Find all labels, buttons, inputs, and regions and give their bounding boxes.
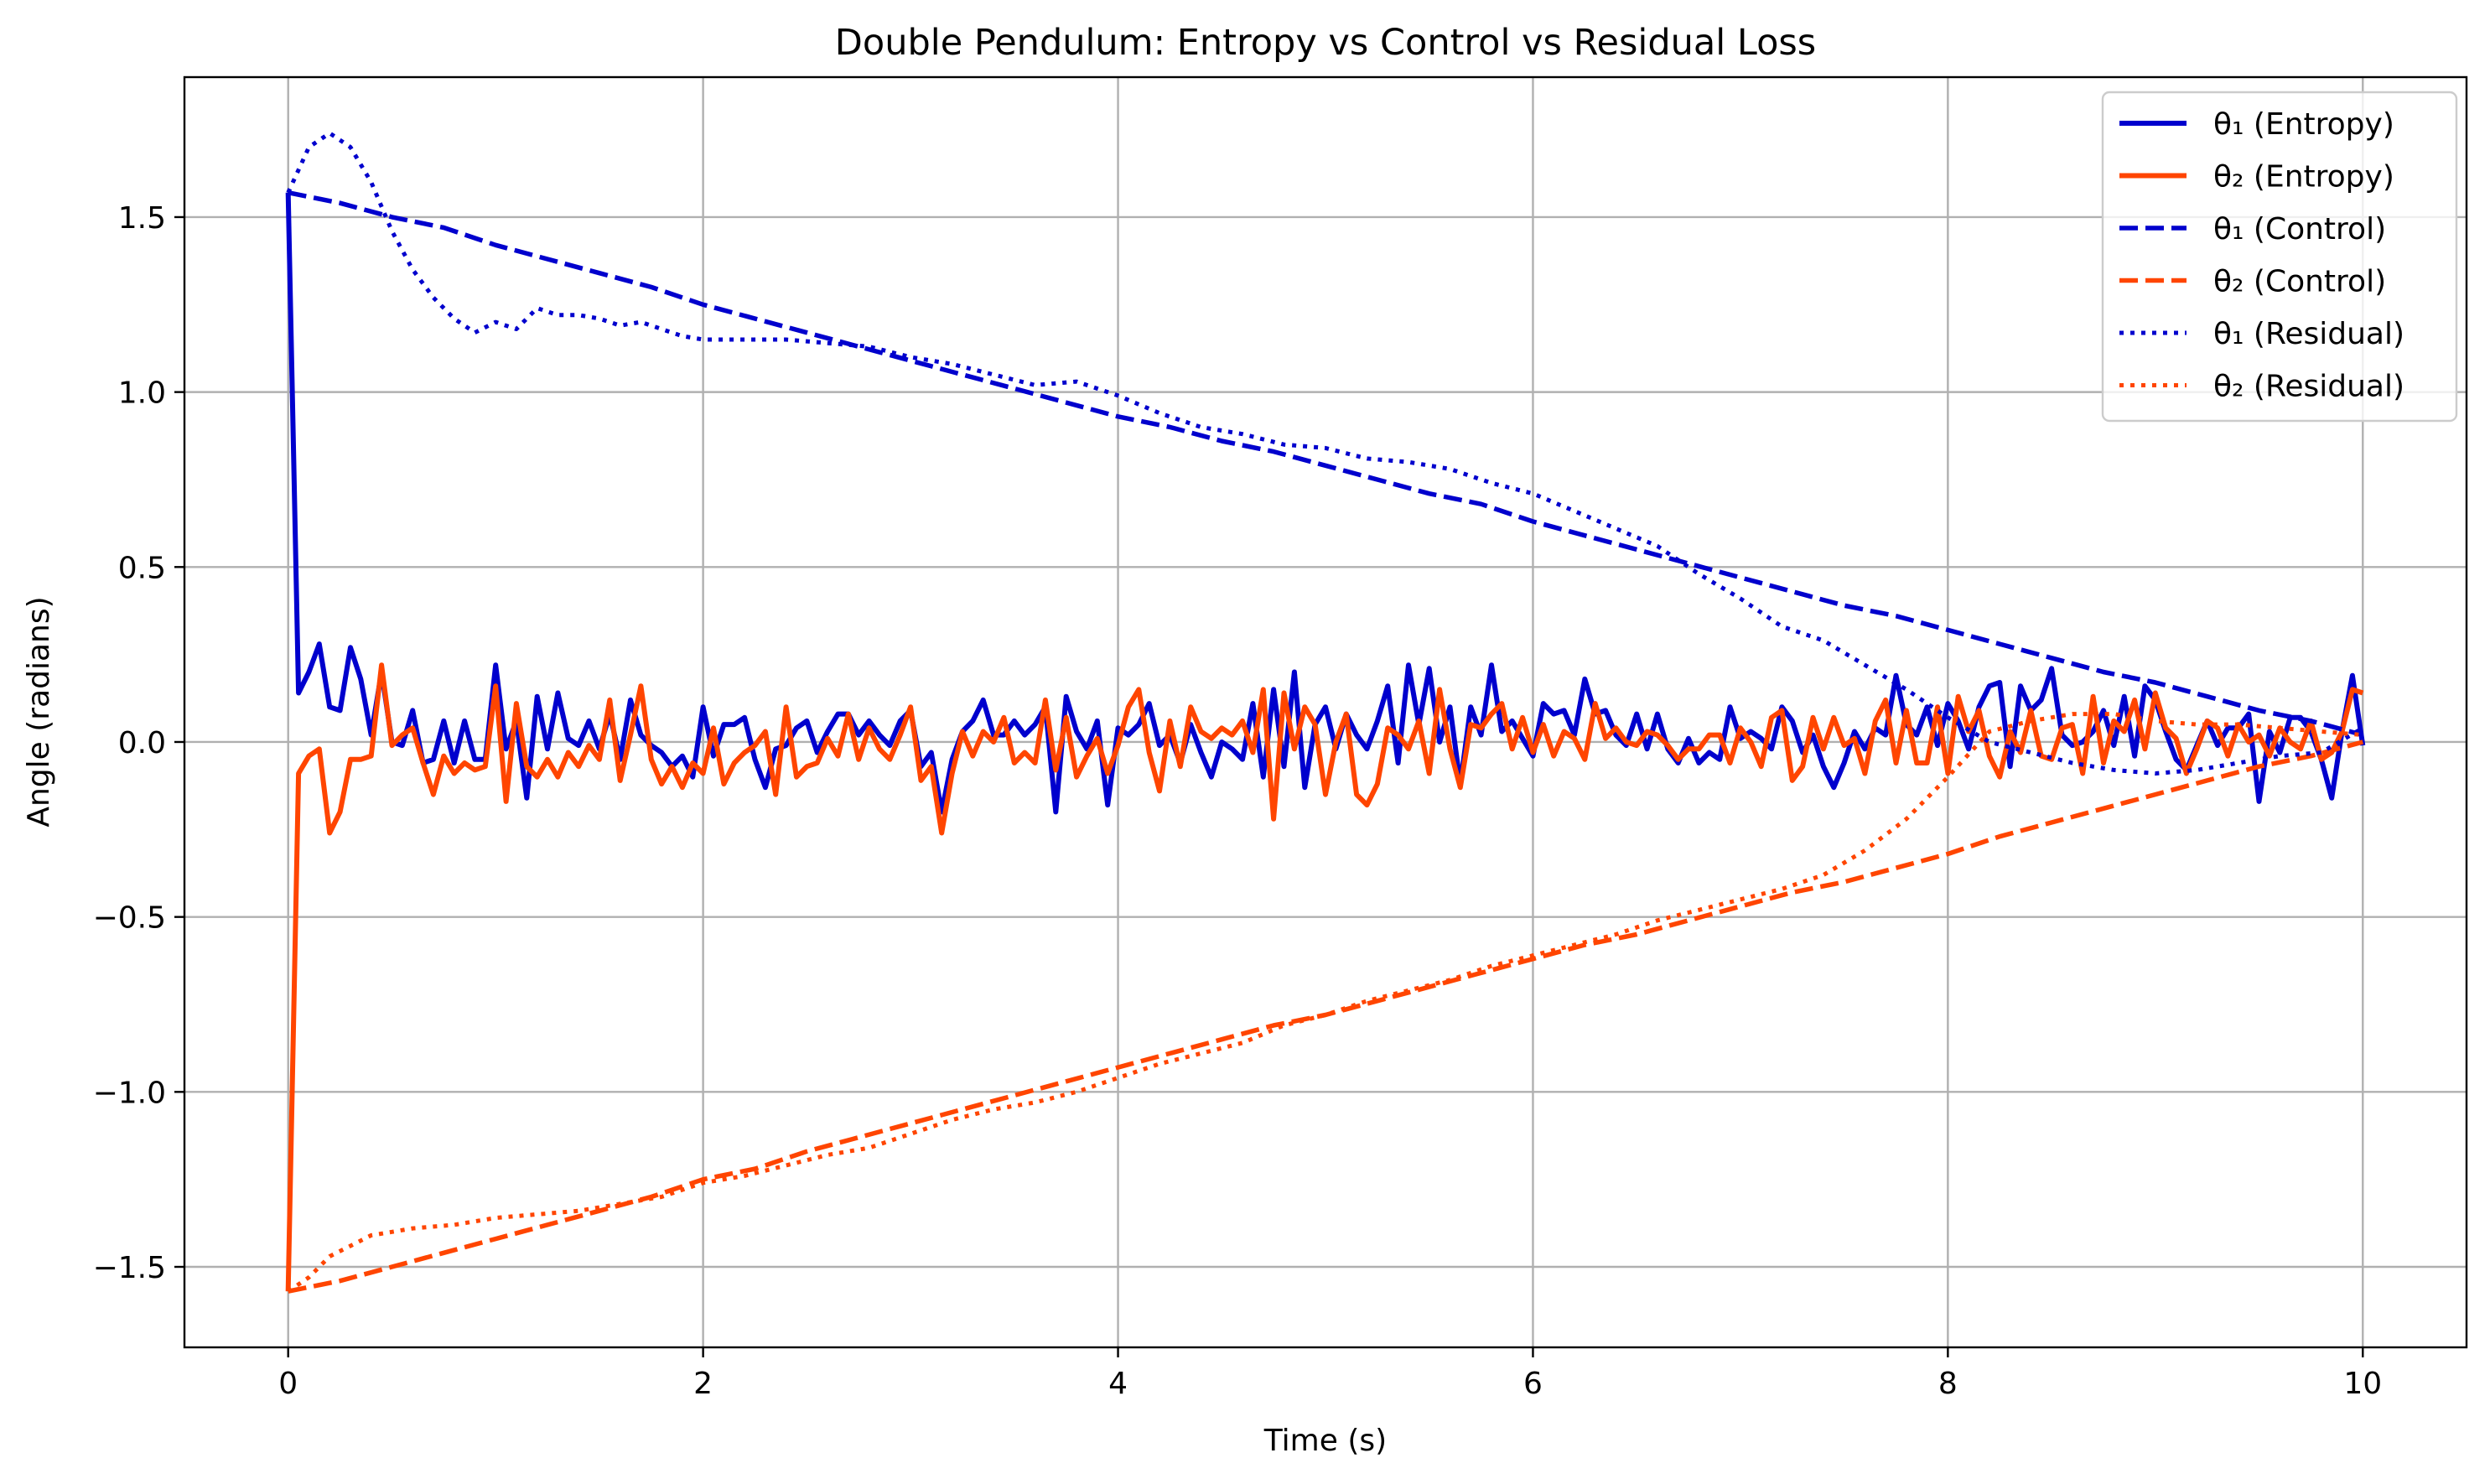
x-tick-label: 10	[2343, 1367, 2382, 1401]
x-tick-label: 0	[278, 1367, 298, 1401]
y-tick-label: 0.0	[118, 726, 166, 760]
legend-label: θ₂ (Control)	[2213, 265, 2386, 299]
legend-label: θ₂ (Entropy)	[2213, 160, 2394, 195]
axes-frame	[183, 75, 2468, 1349]
series-lines	[285, 131, 2366, 1294]
series-line-3	[288, 190, 2364, 738]
legend-box	[2101, 91, 2458, 423]
series-line-2	[285, 662, 2364, 1292]
series-line-5	[286, 131, 2364, 776]
x-tick-label: 6	[1523, 1367, 1543, 1401]
y-tick-label: 1.5	[118, 201, 166, 236]
y-tick-label: 1.0	[118, 376, 166, 411]
legend-label: θ₂ (Residual)	[2213, 370, 2404, 404]
y-tick-label: −1.5	[93, 1251, 166, 1285]
legend-label: θ₁ (Control)	[2213, 212, 2386, 246]
x-tick-label: 4	[1108, 1367, 1128, 1401]
y-tick-label: −0.5	[93, 901, 166, 936]
x-tick-label: 2	[693, 1367, 713, 1401]
series-line-4	[288, 739, 2364, 1294]
legend: θ₁ (Entropy) θ₂ (Entropy) θ₁ (Control) θ₂ (…	[2101, 91, 2458, 423]
x-axis-label: Time (s)	[1263, 1424, 1387, 1458]
y-tick-label: −1.0	[93, 1076, 166, 1110]
y-axis-label: Angle (radians)	[22, 596, 56, 827]
y-tick-label: 0.5	[118, 551, 166, 585]
x-tick-label: 8	[1938, 1367, 1958, 1401]
legend-label: θ₁ (Entropy)	[2213, 107, 2394, 142]
legend-label: θ₁ (Residual)	[2213, 317, 2404, 351]
series-line-6	[287, 712, 2363, 1294]
chart-title: Double Pendulum: Entropy vs Control vs R…	[835, 22, 1816, 64]
axis-ticks: 0 2 4 6 8 10 −1.5 −1.0 −0.5 0.0 0.5 1.0 1.5	[93, 201, 2383, 1401]
